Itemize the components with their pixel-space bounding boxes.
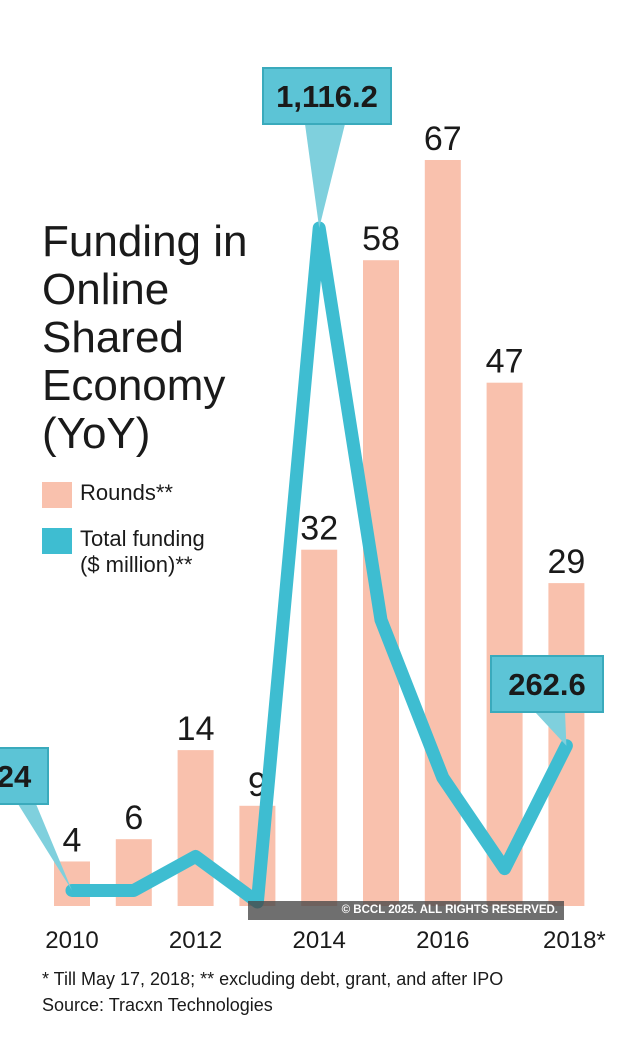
- bar-rounds-2014: [301, 549, 338, 906]
- callout-box-2018*: [490, 655, 604, 713]
- bar-label-2012: 14: [177, 710, 215, 748]
- legend-swatch-funding: [42, 528, 72, 554]
- x-tick-2014: 2014: [293, 927, 346, 954]
- bar-label-2018*: 29: [547, 543, 585, 581]
- bar-label-2011: 6: [124, 799, 143, 837]
- funding-callouts: 24 1,116.2 262.6: [0, 67, 604, 891]
- bar-label-2010: 4: [63, 821, 82, 859]
- callout-box-2010: [0, 747, 49, 805]
- callout-pointer-2014: [305, 124, 345, 228]
- bar-label-2016: 67: [424, 120, 462, 158]
- bar-label-2017: 47: [486, 343, 524, 381]
- callout-label-2018*: 262.6: [508, 667, 586, 702]
- callout-label-2014: 1,116.2: [276, 79, 378, 114]
- callout-pointer-2010: [18, 804, 72, 891]
- bar-rounds-2012: [177, 750, 214, 906]
- legend-label-funding: Total funding ($ million)**: [80, 526, 205, 577]
- callout-box-2014: [262, 67, 392, 125]
- footnote: * Till May 17, 2018; ** excluding debt, …: [42, 966, 622, 1018]
- watermark: © BCCL 2025. ALL RIGHTS RESERVED.: [248, 901, 564, 920]
- chart-title: Funding in Online Shared Economy (YoY): [42, 217, 248, 458]
- bar-rounds-2017: [486, 382, 523, 907]
- callout-funding-2014: 1,116.2: [262, 67, 392, 228]
- callout-funding-2010: 24: [0, 747, 72, 891]
- legend-swatch-rounds: [42, 482, 72, 508]
- x-tick-2018*: 2018*: [543, 927, 606, 954]
- callout-funding-2018*: 262.6: [490, 655, 604, 746]
- x-tick-2010: 2010: [45, 927, 98, 954]
- footnote-line-1: * Till May 17, 2018; ** excluding debt, …: [42, 969, 504, 989]
- bar-label-2015: 58: [362, 220, 400, 258]
- callout-pointer-2018*: [535, 712, 567, 746]
- legend-label-rounds: Rounds**: [80, 480, 173, 505]
- callout-label-2010: 24: [0, 759, 32, 794]
- footnote-source: Source: Tracxn Technologies: [42, 995, 273, 1015]
- x-axis-tick-labels: 2010 2012 2014 2016 2018*: [45, 927, 605, 954]
- bar-label-2014: 32: [300, 510, 338, 548]
- x-tick-2016: 2016: [416, 927, 469, 954]
- x-tick-2012: 2012: [169, 927, 222, 954]
